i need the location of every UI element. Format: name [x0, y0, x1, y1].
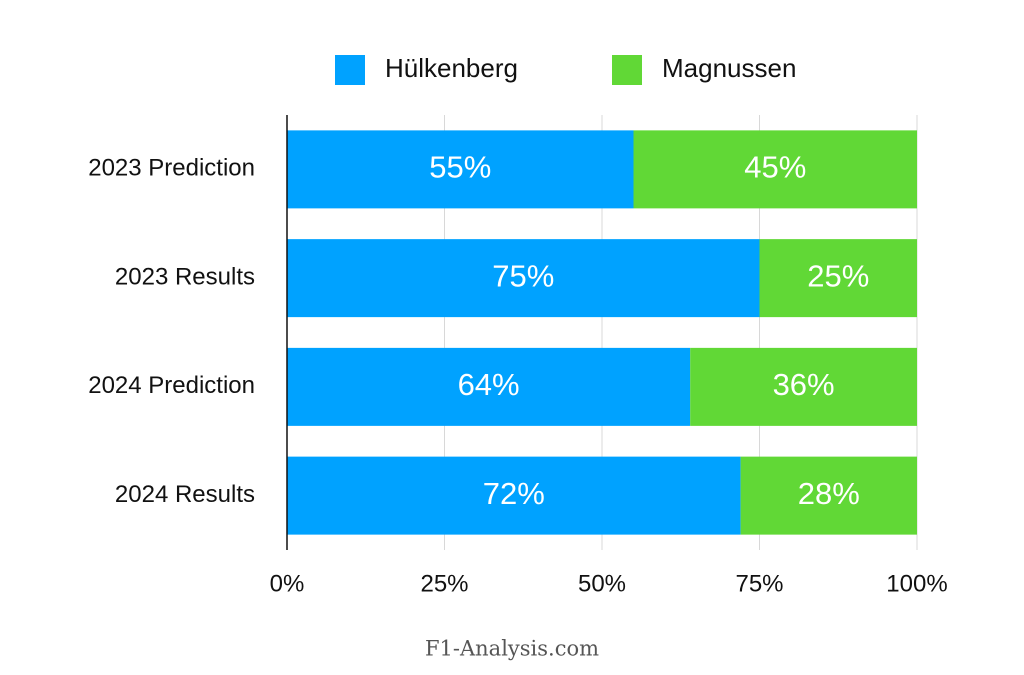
x-tick-label: 100% [886, 570, 947, 597]
data-label: 45% [744, 150, 806, 185]
source: F1-Analysis.com [425, 637, 599, 661]
x-tick-label: 50% [578, 570, 626, 597]
data-label: 64% [458, 367, 520, 402]
legend-label: Hülkenberg [385, 53, 518, 83]
data-label: 25% [807, 258, 869, 293]
bar-segment [287, 347, 691, 426]
bar-segment [287, 239, 760, 318]
bar-segment [287, 456, 741, 535]
data-label: 72% [483, 476, 545, 511]
data-label: 75% [492, 258, 554, 293]
legend-label: Magnussen [662, 53, 796, 83]
data-label: 28% [798, 476, 860, 511]
legend-swatch [335, 55, 365, 85]
data-label: 55% [429, 150, 491, 185]
bar-segment [759, 239, 917, 318]
y-tick-label: 2023 Results [115, 263, 255, 290]
bar-segment [740, 456, 917, 535]
y-tick-label: 2023 Prediction [88, 155, 255, 182]
x-tick-label: 75% [735, 570, 783, 597]
y-tick-label: 2024 Results [115, 481, 255, 508]
bar-segment [690, 347, 917, 426]
y-tick-label: 2024 Prediction [88, 372, 255, 399]
x-tick-label: 25% [420, 570, 468, 597]
legend-swatch [612, 55, 642, 85]
bar-segment [633, 130, 917, 209]
data-label: 36% [773, 367, 835, 402]
x-tick-label: 0% [270, 570, 305, 597]
bar-segment [287, 130, 634, 209]
